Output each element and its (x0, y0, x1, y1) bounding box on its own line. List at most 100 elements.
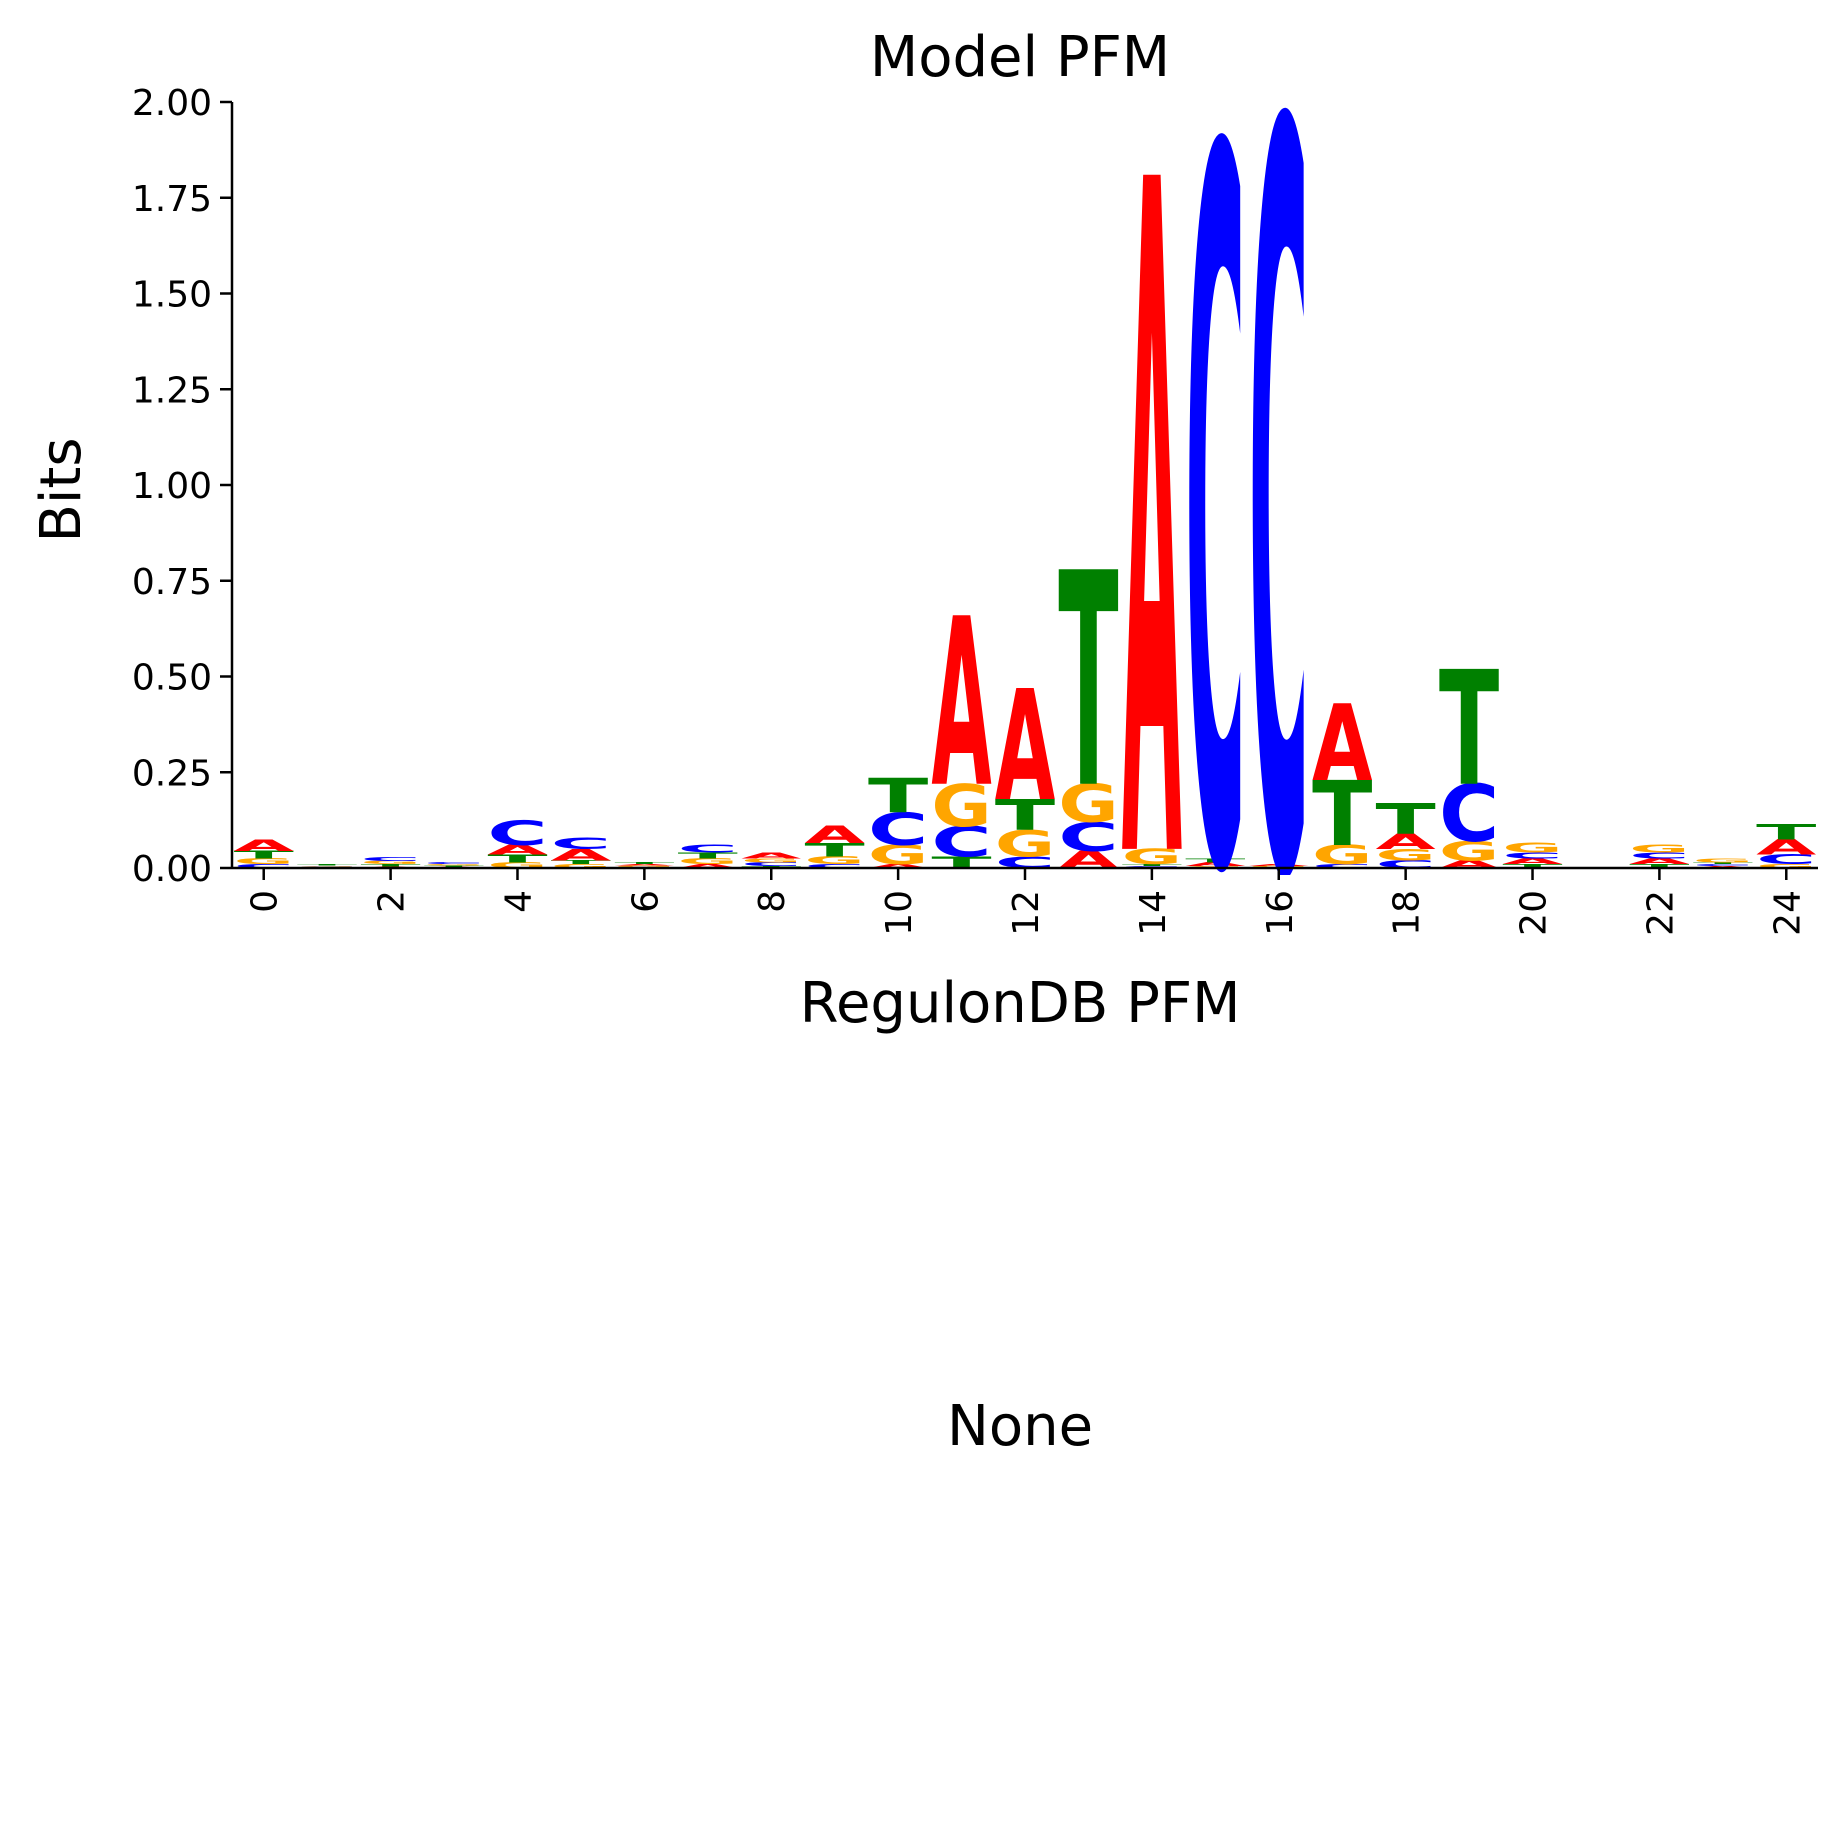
x-tick-label: 12 (1006, 890, 1047, 936)
logo-letter-t: T (234, 849, 294, 861)
logo-letter-c: C (234, 863, 294, 869)
logo-letter-a: A (741, 851, 802, 860)
logo-letter-c: C (487, 814, 547, 854)
logo-letter-t: T (487, 853, 547, 865)
logo-letter-t: T (1756, 820, 1817, 845)
logo-letter-a: A (1185, 861, 1246, 867)
y-tick-label: 1.75 (132, 179, 212, 220)
logo-letter-a: A (868, 863, 929, 869)
x-tick-label: 10 (879, 890, 920, 936)
logo-letter-g: G (1376, 846, 1436, 864)
logo-letter-c: C (1249, 0, 1309, 1105)
logo-letter-a: A (614, 864, 675, 866)
y-axis-ticks: 0.00 0.25 0.50 0.75 1.00 1.25 1.50 1.75 2.00 (132, 83, 232, 890)
x-tick-label: 24 (1767, 890, 1808, 936)
x-tick-label: 6 (625, 890, 666, 913)
logo-letter-g: G (1058, 774, 1118, 835)
x-tick-label: 16 (1260, 890, 1301, 936)
logo-letter-c: C (551, 834, 611, 852)
logo-letter-g: G (741, 858, 801, 864)
logo-letter-c: C (741, 861, 801, 867)
y-tick-label: 2.00 (132, 83, 212, 124)
logo-letter-c: C (1185, 0, 1245, 1090)
x-tick-label: 8 (752, 890, 793, 913)
x-tick-label: 0 (245, 890, 286, 913)
y-tick-label: 1.00 (132, 466, 212, 507)
x-tick-label: 18 (1387, 890, 1428, 936)
x-tick-label: 20 (1514, 890, 1555, 936)
logo-letter-g: G (931, 773, 991, 840)
logo-letter-c: C (424, 862, 484, 865)
logo-letter-a: A (1629, 857, 1690, 866)
logo-letter-t: T (1502, 863, 1563, 869)
logo-letter-g: G (1629, 843, 1689, 855)
logo-letter-c: C (931, 818, 991, 867)
logo-letter-a: A (1122, 0, 1183, 1067)
logo-letter-g: G (614, 865, 674, 867)
logo-letter-t: T (678, 851, 739, 860)
x-tick-label: 14 (1133, 890, 1174, 936)
logo-letter-g: G (1693, 858, 1753, 864)
logo-letter-c: C (1312, 863, 1372, 869)
x-axis-label: RegulonDB PFM (800, 971, 1241, 1036)
x-tick-label: 22 (1640, 890, 1681, 936)
logo-letter-a: A (1502, 857, 1563, 866)
logo-letter-t: T (868, 768, 928, 823)
logo-letter-t: T (805, 840, 866, 861)
logo-letter-t: T (1185, 857, 1246, 863)
logo-letter-g: G (360, 860, 420, 865)
logo-letter-c: C (868, 804, 928, 856)
logo-letter-g: G (424, 864, 484, 866)
logo-letter-a: A (234, 836, 295, 854)
logo-letter-a: A (1249, 864, 1310, 867)
logo-letter-g: G (1122, 845, 1182, 870)
logo-letter-g: G (551, 863, 611, 869)
logo-letter-a: A (995, 658, 1055, 836)
y-tick-label: 0.00 (132, 849, 212, 890)
logo-letter-t: T (360, 864, 421, 868)
logo-letter-a: A (931, 569, 991, 838)
logo-letter-a: A (487, 843, 547, 858)
logo-letter-c: C (1502, 851, 1562, 860)
logo-letter-a: A (678, 863, 739, 869)
chart-title: Model PFM (870, 25, 1170, 90)
logo-letter-g: G (868, 840, 928, 870)
plot-area: CGTAACGTATGCATGCGTACGTACCGATAGTCTCGACGTA… (132, 0, 1818, 1105)
logo-letter-t: T (1122, 864, 1183, 867)
logo-letter-g: G (995, 822, 1055, 865)
logo-letter-g: G (234, 857, 294, 866)
logo-letter-t: T (1439, 638, 1499, 822)
logo-letter-a: A (805, 821, 866, 849)
logo-letter-c: C (360, 856, 420, 862)
logo-letter-t: T (1376, 795, 1436, 844)
second-panel-title: None (947, 1394, 1093, 1459)
logo-letter-g: G (487, 861, 547, 870)
logo-letter-g: G (297, 866, 357, 867)
x-tick-label: 4 (498, 890, 539, 913)
logo-letter-a: A (1376, 830, 1436, 854)
logo-letter-t: T (1629, 863, 1690, 869)
y-tick-label: 1.50 (132, 275, 212, 316)
logo-letter-a: A (1312, 682, 1373, 805)
logo-letter-c: C (1693, 864, 1753, 867)
logo-letter-t: T (1058, 511, 1118, 854)
logo-letter-t: T (614, 862, 675, 865)
logo-letter-g: G (1502, 841, 1562, 856)
y-tick-label: 0.75 (132, 562, 212, 603)
logo-letter-t: T (551, 859, 612, 865)
logo-letter-t: T (297, 864, 358, 866)
logo-letter-g: G (805, 855, 865, 867)
y-axis-label: Bits (29, 437, 94, 542)
y-tick-label: 1.25 (132, 370, 212, 411)
logo-letter-c: C (678, 843, 738, 855)
logo-letter-t: T (424, 865, 485, 867)
y-tick-label: 0.25 (132, 753, 212, 794)
logo-letter-c: C (1629, 851, 1689, 860)
logo-letter-g: G (1312, 840, 1372, 870)
logo-letter-g: G (1439, 837, 1499, 867)
x-tick-label: 2 (372, 890, 413, 913)
x-axis-ticks: 0 2 4 6 8 10 12 14 16 18 20 22 24 (245, 868, 1808, 936)
logo-letter-c: C (1058, 815, 1118, 861)
logo-letter-g: G (1249, 866, 1309, 868)
logo-letter-g: G (1756, 863, 1816, 869)
